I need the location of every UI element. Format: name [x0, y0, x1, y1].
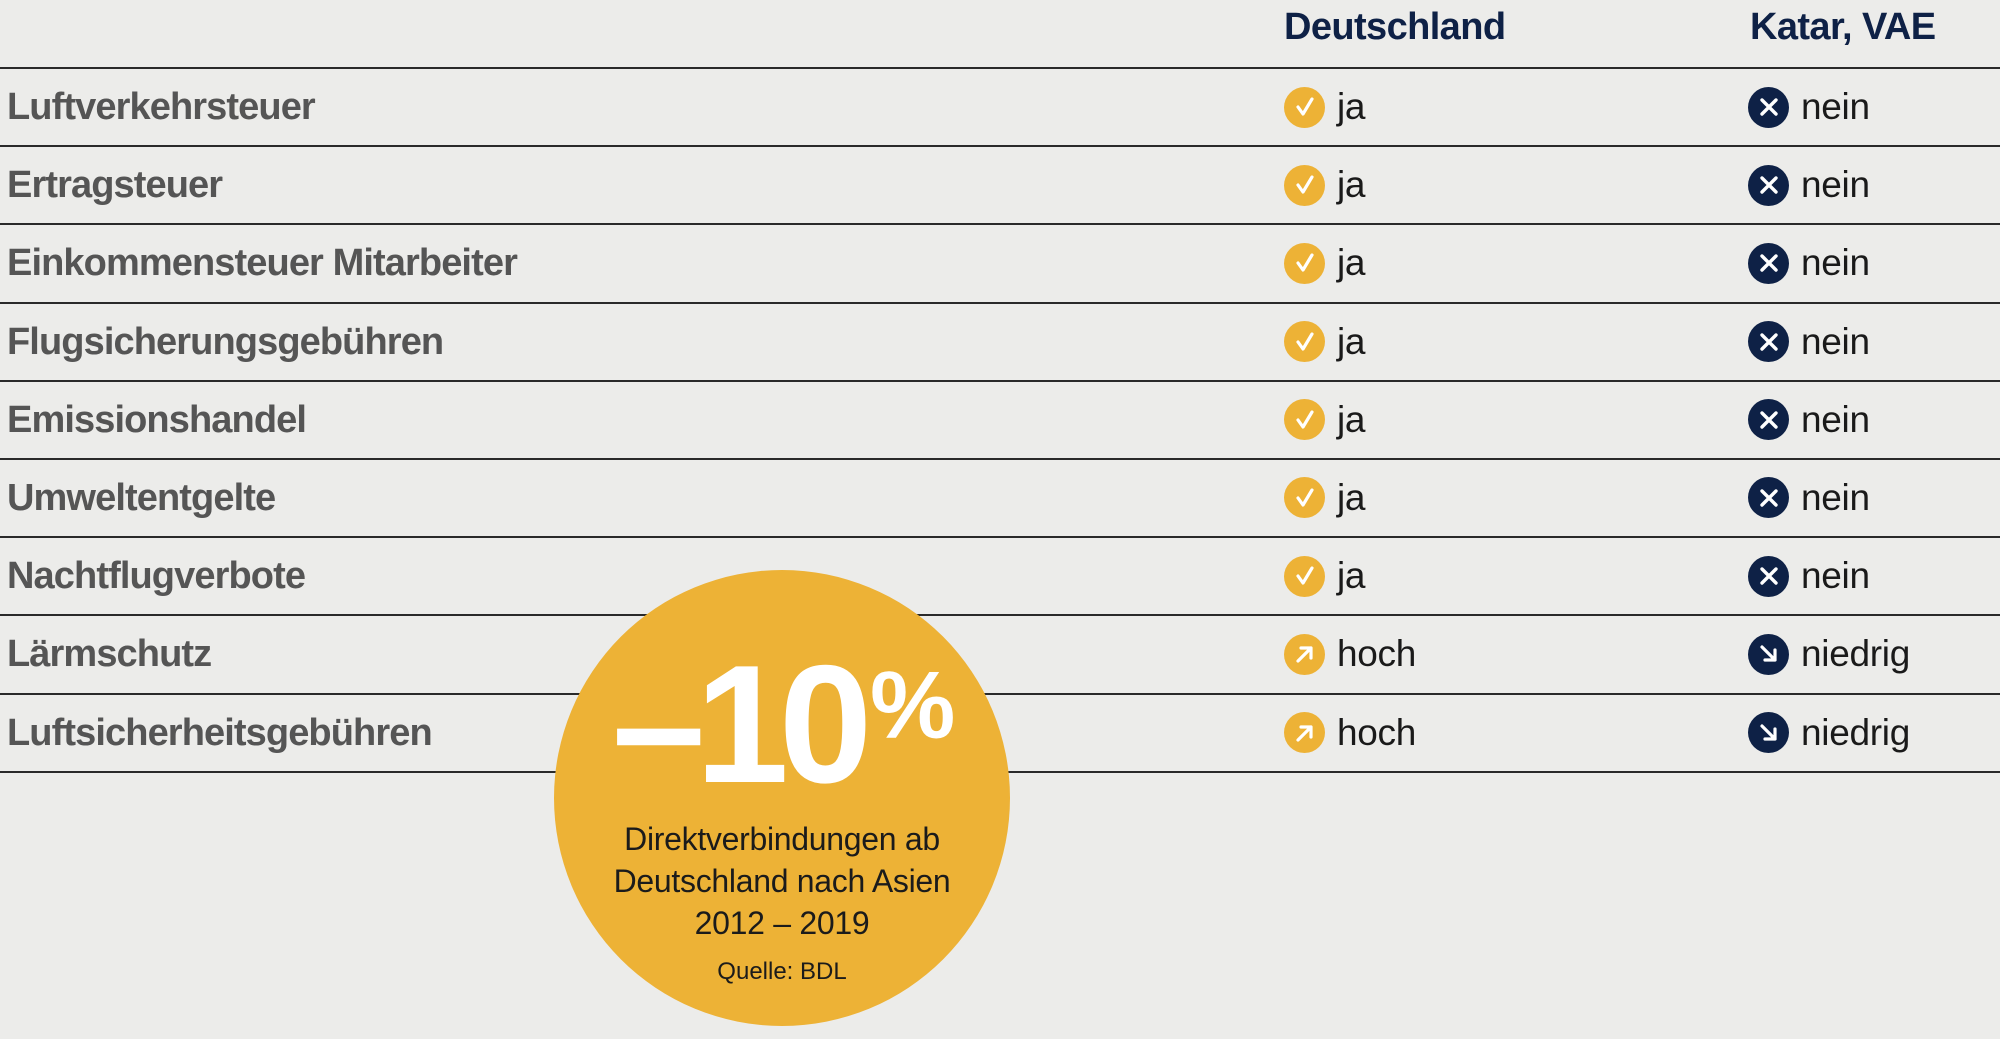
cell-germany: ja: [1284, 86, 1366, 128]
cell-germany: hoch: [1284, 712, 1416, 754]
arrow-up-right-icon: [1284, 633, 1325, 675]
cell-qatar-uae: niedrig: [1748, 633, 1910, 675]
table-row: Einkommensteuer Mitarbeiter ja nein: [0, 223, 2000, 301]
cross-icon: [1748, 555, 1789, 597]
cell-value: nein: [1801, 242, 1870, 284]
table-row: Emissionshandel ja nein: [0, 379, 2000, 458]
cell-value: nein: [1801, 398, 1870, 440]
cell-qatar-uae: nein: [1748, 321, 1870, 363]
badge-description-line: 2012 – 2019: [694, 905, 870, 941]
cell-value: ja: [1337, 86, 1366, 127]
table-row: Luftverkehrsteuer ja nein: [0, 67, 2000, 145]
cell-qatar-uae: niedrig: [1748, 712, 1910, 754]
cell-value: nein: [1801, 555, 1870, 597]
arrow-up-right-icon: [1284, 712, 1325, 753]
row-label: Emissionshandel: [7, 398, 307, 441]
cell-qatar-uae: nein: [1748, 242, 1870, 284]
statistic-badge: –10 % Direktverbindungen ab Deutschland …: [554, 570, 1010, 1026]
comparison-table: Luftverkehrsteuer ja nein Ertragsteuer ja nei…: [0, 67, 2000, 773]
badge-value: –10: [612, 630, 872, 818]
cell-value: ja: [1337, 320, 1366, 362]
cell-qatar-uae: nein: [1748, 86, 1870, 128]
cell-qatar-uae: nein: [1748, 555, 1870, 597]
cell-value: niedrig: [1801, 633, 1910, 675]
cell-germany: ja: [1284, 320, 1366, 363]
cell-value: nein: [1801, 320, 1870, 362]
check-icon: [1284, 86, 1325, 128]
cross-icon: [1748, 321, 1789, 363]
cell-value: niedrig: [1801, 711, 1910, 753]
cell-qatar-uae: nein: [1748, 477, 1870, 519]
cell-qatar-uae: nein: [1748, 399, 1870, 441]
table-row: Nachtflugverbote ja nein: [0, 536, 2000, 614]
row-label: Flugsicherungsgebühren: [7, 320, 444, 363]
check-icon: [1284, 242, 1325, 284]
cell-value: ja: [1337, 476, 1366, 518]
cell-value: nein: [1801, 476, 1870, 518]
cross-icon: [1748, 164, 1789, 206]
cell-germany: hoch: [1284, 633, 1416, 675]
cell-value: nein: [1801, 86, 1870, 127]
row-label: Luftverkehrsteuer: [7, 86, 316, 128]
cell-qatar-uae: nein: [1748, 164, 1870, 206]
arrow-down-right-icon: [1748, 633, 1789, 675]
table-row: Umweltentgelte ja nein: [0, 457, 2000, 536]
badge-unit: %: [870, 652, 956, 759]
cell-germany: ja: [1284, 476, 1366, 519]
badge-description-line: Deutschland nach Asien: [613, 863, 951, 899]
check-icon: [1284, 321, 1325, 363]
table-row: Luftsicherheitsgebühren hoch niedrig: [0, 692, 2000, 773]
row-label: Einkommensteuer Mitarbeiter: [7, 242, 518, 285]
column-header-qatar-uae: Katar, VAE: [1750, 6, 1936, 48]
check-icon: [1284, 477, 1325, 519]
cell-value: ja: [1337, 164, 1366, 206]
cross-icon: [1748, 477, 1789, 519]
table-row: Flugsicherungsgebühren ja nein: [0, 301, 2000, 380]
row-label: Ertragsteuer: [7, 164, 223, 207]
arrow-down-right-icon: [1748, 712, 1789, 753]
cell-value: nein: [1801, 164, 1870, 206]
row-label: Lärmschutz: [7, 633, 212, 676]
row-label: Umweltentgelte: [7, 476, 276, 519]
badge-description: Direktverbindungen ab Deutschland nach A…: [554, 818, 1010, 944]
check-icon: [1284, 164, 1325, 206]
cell-value: ja: [1337, 398, 1366, 440]
row-label: Nachtflugverbote: [7, 555, 306, 598]
table-header: Deutschland Katar, VAE: [0, 0, 2000, 68]
cross-icon: [1748, 399, 1789, 441]
cell-germany: ja: [1284, 242, 1366, 284]
row-label: Luftsicherheitsgebühren: [7, 711, 433, 754]
badge-source: Quelle: BDL: [717, 958, 847, 985]
column-header-germany: Deutschland: [1284, 6, 1506, 48]
check-icon: [1284, 555, 1325, 597]
cross-icon: [1748, 242, 1789, 284]
check-icon: [1284, 399, 1325, 441]
cross-icon: [1748, 86, 1789, 128]
cell-value: hoch: [1337, 711, 1417, 753]
table-row: Ertragsteuer ja nein: [0, 145, 2000, 223]
cell-value: ja: [1337, 555, 1366, 597]
badge-description-line: Direktverbindungen ab: [624, 821, 940, 857]
cell-germany: ja: [1284, 398, 1366, 441]
cell-germany: ja: [1284, 164, 1366, 206]
cell-value: hoch: [1337, 633, 1417, 675]
cell-germany: ja: [1284, 555, 1366, 597]
cell-value: ja: [1337, 242, 1366, 284]
table-row: Lärmschutz hoch niedrig: [0, 614, 2000, 692]
